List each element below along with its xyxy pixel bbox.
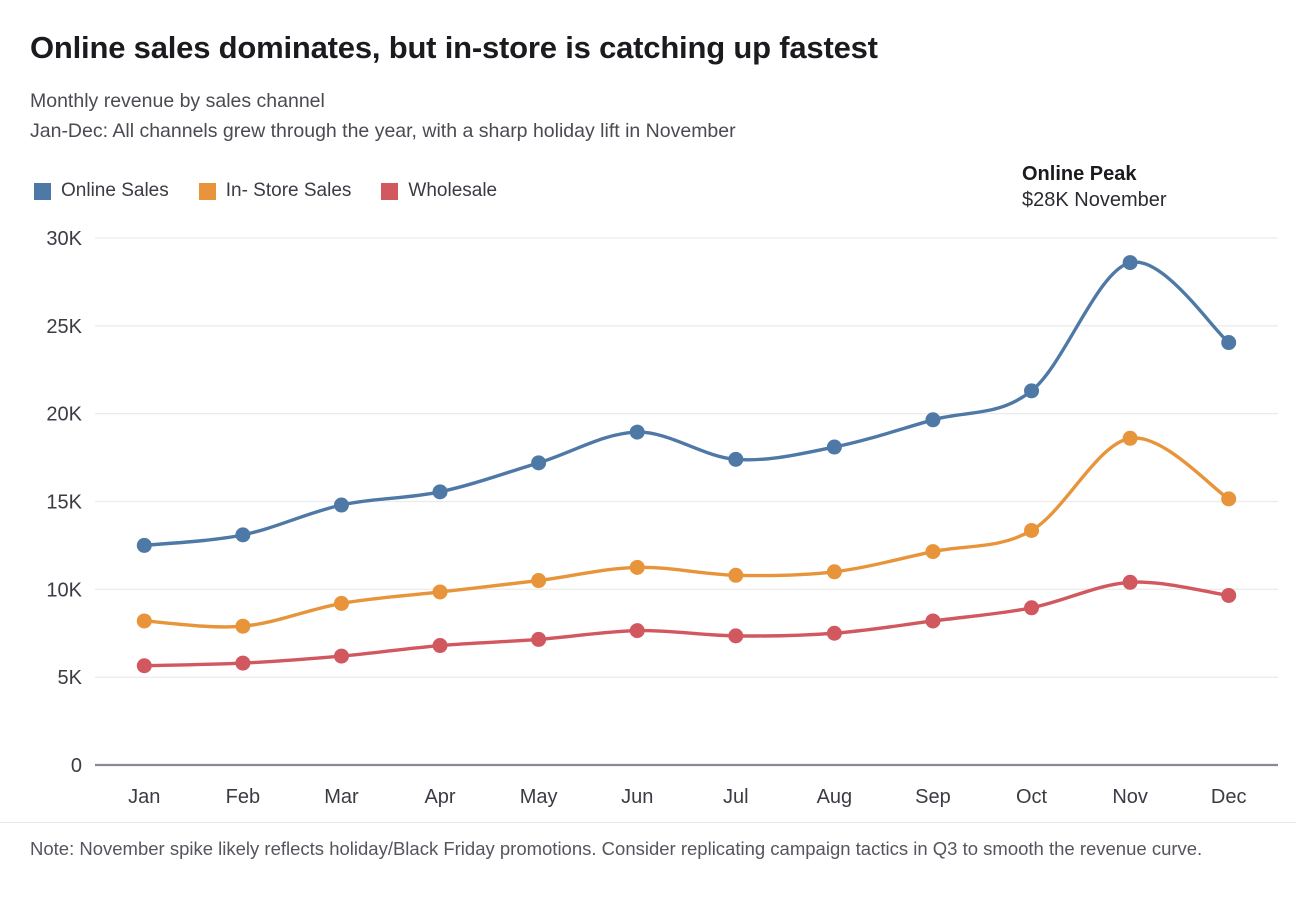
data-point[interactable]: [531, 573, 547, 589]
data-point[interactable]: [1122, 430, 1138, 446]
x-axis-tick-label: Mar: [324, 786, 359, 808]
legend-label: Wholesale: [408, 180, 498, 201]
data-point[interactable]: [629, 559, 645, 575]
data-point[interactable]: [235, 527, 251, 543]
data-point[interactable]: [1122, 255, 1138, 271]
y-axis-tick-label: 30K: [46, 228, 82, 250]
y-axis-tick-label: 20K: [46, 404, 82, 426]
x-axis-tick-label: May: [520, 786, 558, 808]
data-point[interactable]: [1122, 574, 1138, 590]
data-point[interactable]: [235, 655, 251, 671]
series-in-store-sales: [136, 430, 1237, 634]
x-axis-tick-label: Jan: [128, 786, 160, 808]
data-point[interactable]: [629, 424, 645, 440]
data-point[interactable]: [826, 439, 842, 455]
data-point[interactable]: [333, 648, 349, 664]
data-point[interactable]: [136, 537, 152, 553]
legend-label: In- Store Sales: [225, 180, 352, 201]
data-point[interactable]: [531, 455, 547, 471]
page-title: Online sales dominates, but in-store is …: [30, 30, 878, 65]
data-point[interactable]: [235, 618, 251, 634]
chart-subtitle-secondary: Jan-Dec: All channels grew through the y…: [30, 120, 736, 142]
series-line: [142, 580, 1231, 668]
data-point[interactable]: [826, 625, 842, 641]
y-axis-tick-label: 10K: [46, 579, 82, 601]
legend-label: Online Sales: [61, 180, 169, 201]
data-point[interactable]: [629, 623, 645, 639]
peak-annotation-title: Online Peak: [1022, 163, 1137, 185]
data-point[interactable]: [925, 613, 941, 629]
legend-item-online-sales[interactable]: Online Sales: [34, 180, 169, 202]
x-axis-tick-label: Oct: [1016, 786, 1048, 808]
data-point[interactable]: [136, 658, 152, 674]
legend-item-wholesale[interactable]: Wholesale: [381, 180, 497, 202]
data-point[interactable]: [1221, 491, 1237, 507]
x-axis-tick-label: Apr: [424, 786, 455, 808]
data-point[interactable]: [136, 613, 152, 629]
legend-swatch-icon: [198, 182, 216, 200]
y-axis-tick-label: 25K: [46, 316, 82, 338]
data-point[interactable]: [1024, 600, 1040, 616]
data-point[interactable]: [728, 567, 744, 583]
data-point[interactable]: [728, 451, 744, 467]
data-point[interactable]: [826, 564, 842, 580]
y-axis-tick-label: 5K: [58, 667, 83, 689]
x-axis-tick-label: Feb: [226, 786, 260, 808]
legend-item-in-store-sales[interactable]: In- Store Sales: [198, 180, 352, 202]
legend-swatch-icon: [34, 182, 51, 200]
x-axis-tick-label: Aug: [817, 786, 853, 808]
series-line: [142, 260, 1231, 548]
data-point[interactable]: [432, 484, 448, 500]
chart-legend: Online Sales In- Store Sales Wholesale: [34, 180, 497, 202]
peak-annotation-value: $28K November: [1022, 189, 1167, 212]
y-axis-tick-label: 0: [71, 755, 82, 777]
data-point[interactable]: [531, 631, 547, 647]
data-point[interactable]: [432, 638, 448, 654]
x-axis-tick-label: Jul: [723, 786, 749, 808]
data-point[interactable]: [1221, 587, 1237, 603]
series-wholesale: [136, 574, 1237, 674]
data-point[interactable]: [1024, 383, 1040, 399]
x-axis-tick-label: Sep: [915, 786, 951, 808]
x-axis-tick-label: Nov: [1112, 786, 1148, 808]
data-point[interactable]: [432, 584, 448, 600]
legend-swatch-icon: [381, 182, 399, 200]
x-axis-tick-label: Dec: [1211, 786, 1247, 808]
data-point[interactable]: [333, 497, 349, 513]
data-point[interactable]: [925, 412, 941, 428]
footnote-divider: [0, 822, 1296, 823]
data-point[interactable]: [728, 628, 744, 644]
data-point[interactable]: [1221, 335, 1237, 351]
y-axis-tick-label: 15K: [46, 492, 82, 514]
x-axis-tick-label: Jun: [621, 786, 653, 808]
data-point[interactable]: [333, 595, 349, 611]
series-online-sales: [136, 255, 1237, 553]
peak-annotation: Online Peak $28K November: [1022, 161, 1167, 214]
chart-subtitle-primary: Monthly revenue by sales channel: [30, 90, 325, 112]
data-point[interactable]: [1024, 522, 1040, 538]
chart-footnote: Note: November spike likely reflects hol…: [30, 838, 1203, 859]
data-point[interactable]: [925, 544, 941, 560]
